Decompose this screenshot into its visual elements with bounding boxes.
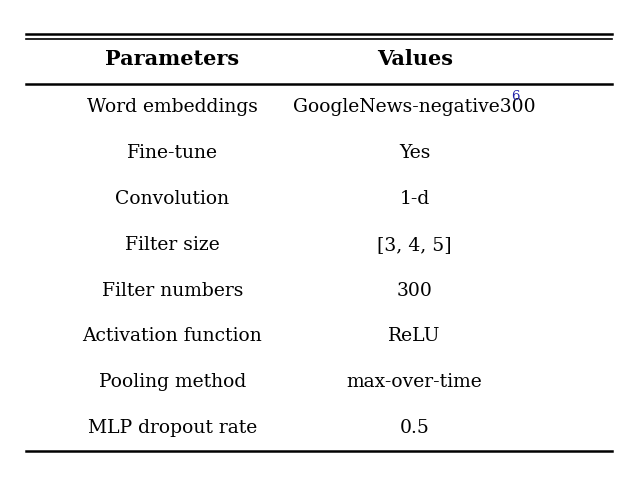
Text: Pooling method: Pooling method [99,373,246,391]
Text: 300: 300 [397,282,433,300]
Text: Filter numbers: Filter numbers [101,282,243,300]
Text: Activation function: Activation function [82,327,262,346]
Text: 6: 6 [511,90,520,103]
Text: 1-d: 1-d [399,190,430,208]
Text: 0.5: 0.5 [400,419,429,437]
Text: Values: Values [376,49,453,69]
Text: Word embeddings: Word embeddings [87,98,258,116]
Text: Convolution: Convolution [115,190,229,208]
Text: GoogleNews-negative300: GoogleNews-negative300 [293,98,536,116]
Text: [3, 4, 5]: [3, 4, 5] [378,236,452,253]
Text: MLP dropout rate: MLP dropout rate [87,419,257,437]
Text: max-over-time: max-over-time [347,373,482,391]
Text: ReLU: ReLU [389,327,441,346]
Text: Yes: Yes [399,144,431,162]
Text: Fine-tune: Fine-tune [127,144,218,162]
Text: Parameters: Parameters [105,49,239,69]
Text: Filter size: Filter size [125,236,219,253]
